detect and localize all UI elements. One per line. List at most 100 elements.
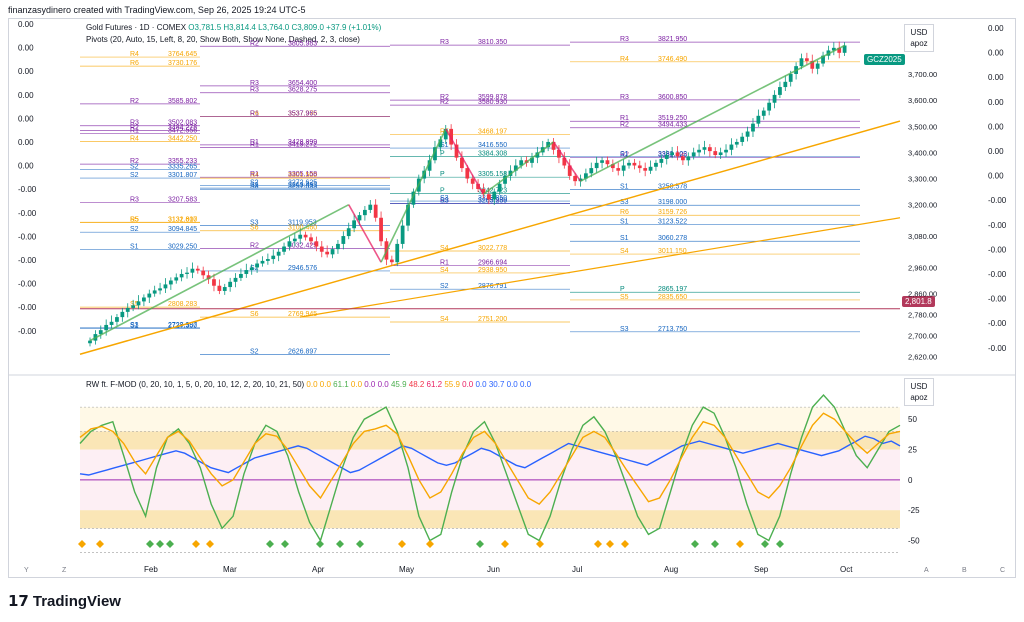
osc-diamond-marker	[96, 540, 104, 548]
pivot-level-name: S3	[620, 326, 629, 333]
axis-foot-tz: A	[924, 567, 929, 574]
candle-body	[406, 204, 410, 226]
pivot-level-name: S1	[620, 183, 629, 190]
left-axis-label: 0.00	[18, 162, 34, 171]
candle-body	[325, 251, 330, 255]
outer-axis-label: 0.00	[988, 73, 1004, 82]
pivot-level-name: P	[440, 171, 445, 178]
left-axis-label: -0.00	[18, 209, 37, 218]
candle-body	[492, 191, 497, 200]
pivot-level-name: P	[620, 286, 625, 293]
x-axis-month-label: Feb	[144, 565, 158, 574]
pivot-level-name: S6	[250, 311, 259, 318]
price-tick-label: 2,860.00	[908, 290, 937, 299]
candle-body	[282, 246, 286, 252]
price-tick-label: 2,620.00	[908, 352, 937, 361]
pivot-level-name: S1	[440, 142, 449, 149]
osc-diamond-marker	[281, 540, 289, 548]
pivot-level-value: 3502.083	[168, 120, 197, 127]
pivot-level-value: 2966.694	[478, 260, 507, 267]
pivot-level-name: R4	[130, 135, 139, 142]
osc-tick-label: 50	[908, 415, 917, 424]
pivot-level-name: R3	[130, 120, 139, 127]
candle-body	[621, 165, 626, 171]
candle-body	[486, 194, 491, 200]
pivot-level-name: S3	[620, 199, 629, 206]
outer-axis-label: -0.00	[988, 344, 1007, 353]
price-tick-label: 3,700.00	[908, 70, 937, 79]
candle-body	[147, 293, 152, 298]
candle-body	[330, 249, 335, 255]
pivot-level-value: 3746.490	[658, 56, 687, 63]
candle-body	[530, 157, 534, 163]
zigzag-line	[445, 128, 485, 195]
pivots-legend: Pivots (20, Auto, 15, Left, 8, 20, Show …	[86, 35, 360, 44]
outer-axis-label: -0.00	[988, 270, 1007, 279]
candle-body	[255, 263, 259, 268]
pivot-level-name: R3	[250, 80, 259, 87]
osc-top-band	[80, 407, 900, 432]
candle-body	[185, 272, 189, 274]
pivot-level-name: R1	[620, 115, 629, 122]
candle-body	[519, 160, 524, 166]
candle-body	[600, 160, 604, 163]
pivot-level-name: R2	[130, 124, 139, 131]
pivot-level-value: 3305.158	[478, 171, 507, 178]
candle-body	[659, 158, 664, 163]
zigzag-line	[89, 203, 350, 342]
candle-body	[756, 115, 761, 124]
osc-diamond-marker	[316, 540, 324, 548]
osc-currency-label: USD	[910, 382, 928, 391]
pivot-level-name: S5	[130, 301, 139, 308]
zigzag-line	[380, 128, 447, 263]
osc-diamond-marker	[78, 540, 86, 548]
pivot-level-name: S5	[130, 216, 139, 223]
pivot-level-value: 2769.945	[288, 311, 317, 318]
osc-diamond-marker	[166, 540, 174, 548]
outer-axis-label: -0.00	[988, 295, 1007, 304]
candle-body	[314, 241, 319, 247]
pivot-level-name: S4	[620, 248, 629, 255]
price-scale-mode[interactable]: USD apoz	[904, 24, 934, 52]
pivot-level-name: R6	[250, 110, 259, 117]
osc-diamond-marker	[691, 540, 699, 548]
osc-series-line	[79, 393, 901, 543]
osc-diamond-marker	[776, 540, 784, 548]
pivot-level-name: S2	[130, 163, 139, 170]
candle-body	[648, 166, 653, 171]
candle-body	[702, 147, 707, 150]
pivot-level-value: 3094.845	[168, 226, 197, 233]
tradingview-logo: 𝟭𝟳 TradingView	[8, 592, 121, 610]
pivot-level-value: 3428.899	[288, 139, 317, 146]
candle-body	[567, 165, 572, 176]
candle-body	[632, 162, 637, 166]
pivot-level-name: S2	[130, 226, 139, 233]
pivot-level-name: R1	[250, 110, 259, 117]
osc-value: 55.9	[442, 380, 460, 389]
candle-body	[206, 275, 211, 280]
candle-body	[729, 144, 734, 150]
candle-body	[228, 281, 233, 288]
candle-body	[707, 147, 712, 152]
candle-body	[804, 58, 809, 61]
pivot-level-name: R4	[250, 172, 259, 179]
osc-value: 48.2	[406, 380, 425, 389]
osc-diamond-marker	[426, 540, 434, 548]
pivot-level-name: S2	[250, 180, 259, 187]
osc-diamond-marker	[266, 540, 274, 548]
candle-body	[212, 279, 216, 286]
pivot-level-name: R2	[620, 151, 629, 158]
x-axis-month-label: Apr	[312, 565, 325, 574]
candle-body	[799, 58, 804, 67]
left-axis-label: 0.00	[18, 114, 34, 123]
pivot-level-name: R2	[250, 40, 259, 47]
currency-label: USD	[910, 28, 928, 37]
pivot-level-name: R2	[620, 122, 629, 129]
osc-scale-mode[interactable]: USD apoz	[904, 378, 934, 406]
pivot-level-value: 3011.150	[658, 248, 687, 255]
candle-body	[352, 220, 356, 229]
candle-body	[810, 60, 815, 69]
pivot-level-name: S4	[440, 316, 449, 323]
candle-body	[670, 152, 675, 156]
